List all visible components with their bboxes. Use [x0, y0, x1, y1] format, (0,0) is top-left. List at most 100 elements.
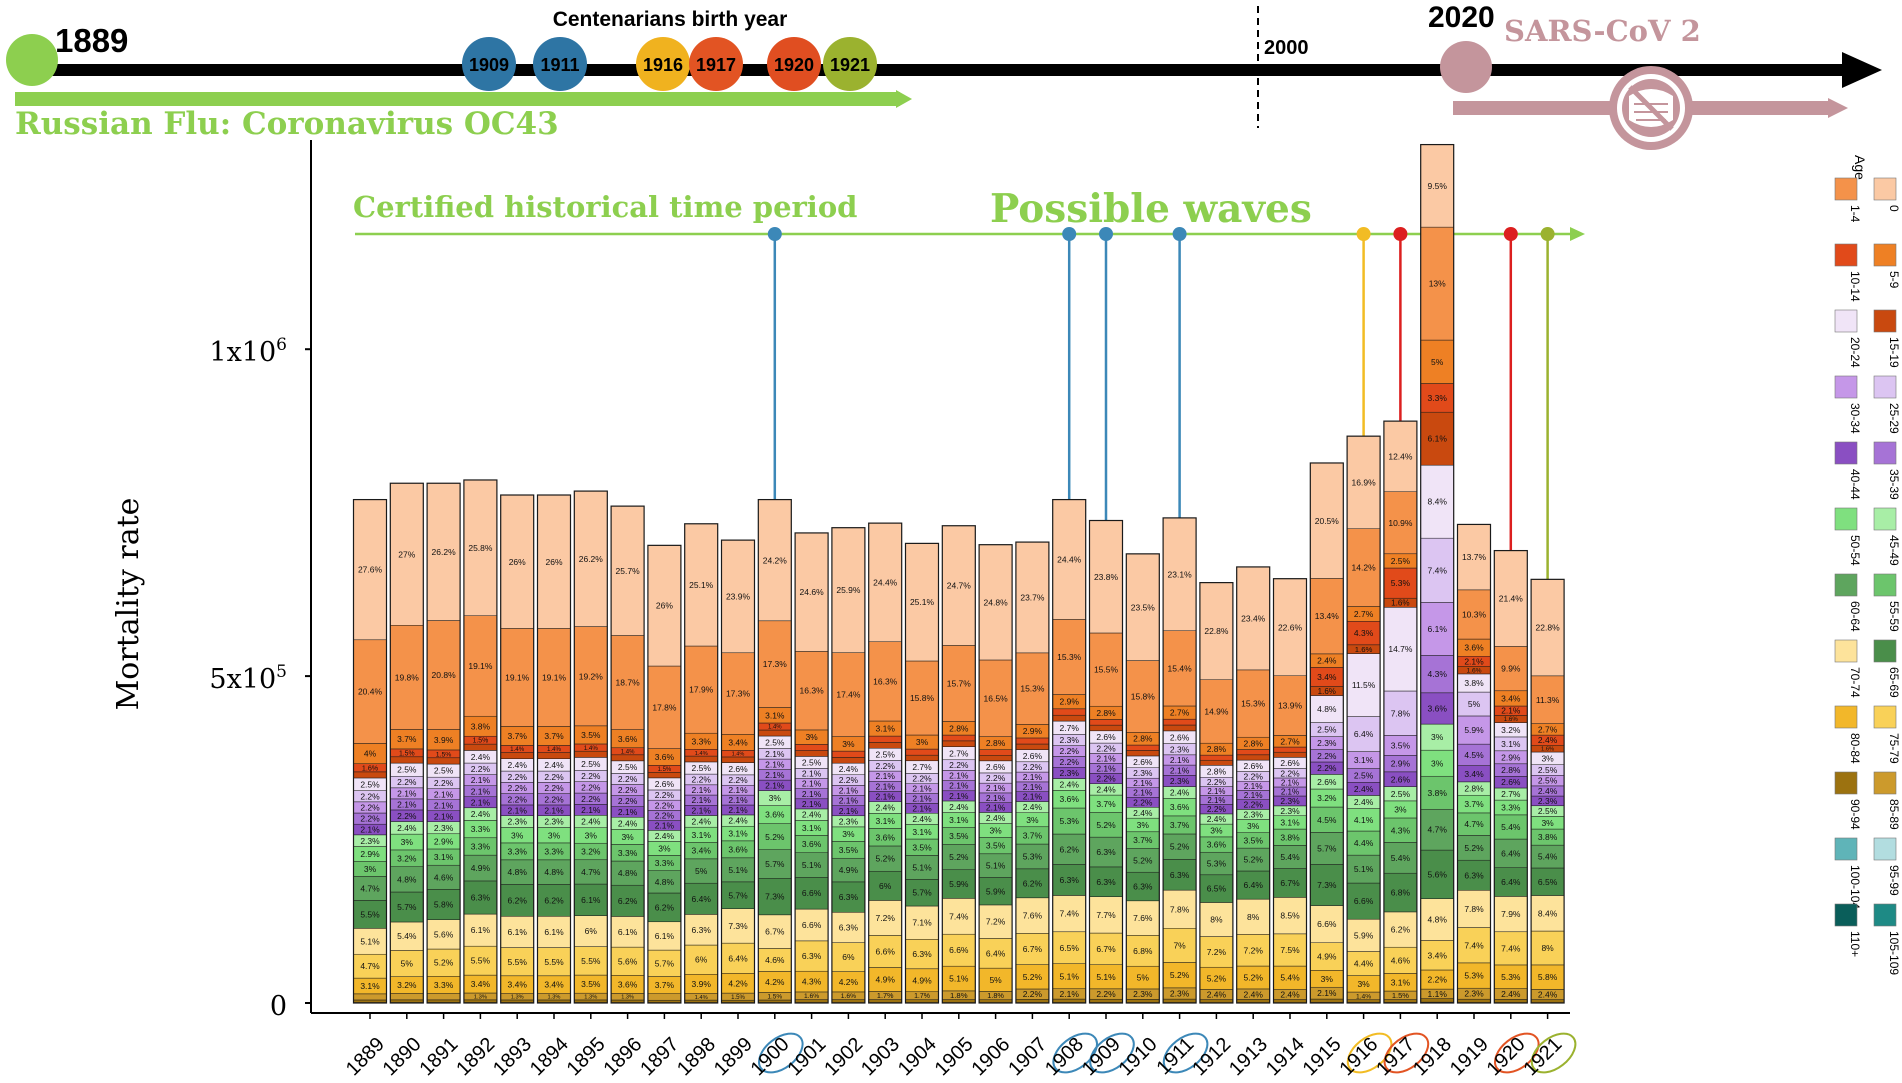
segment-label: 5.2% [1170, 970, 1190, 980]
segment-70-74-1901 [794, 908, 829, 942]
segment-label: 5.8% [1538, 972, 1558, 982]
segment-label: 2.5% [581, 759, 601, 769]
segment-label: 6.4% [986, 948, 1006, 958]
segment-65-69-1901 [794, 877, 829, 910]
x-tick-label: 1910 [1115, 1033, 1162, 1080]
legend-label: 95-99 [1887, 865, 1901, 896]
segment-label: 2.2% [471, 764, 491, 774]
x-tick-label: 1919 [1446, 1033, 1493, 1080]
segment-10-14-1904 [905, 748, 939, 756]
bar-outline [904, 542, 940, 1004]
segment-label: 5.5% [508, 957, 528, 967]
segment-label: 2.2% [1428, 975, 1448, 985]
segment-70-74-1897 [647, 921, 682, 951]
segment-label: 16.9% [1352, 478, 1377, 488]
x-tick-label: 1904 [894, 1033, 941, 1080]
segment-label: 2.5% [1391, 789, 1411, 799]
segment-label: 3.1% [765, 710, 785, 720]
segment-label: 6.2% [544, 895, 564, 905]
segment-80-84-1921 [1530, 964, 1565, 990]
segment-label: 2.5% [434, 766, 454, 776]
russian-flu-label: Russian Flu: Coronavirus OC43 [15, 106, 559, 142]
segment-15-19-1890 [390, 756, 424, 764]
segment-1-4-1918 [1420, 226, 1454, 341]
segment-label: 2.1% [912, 803, 932, 813]
segment-label: 5.2% [1244, 973, 1264, 983]
segment-label: 1.1% [1428, 989, 1448, 999]
segment-label: 2.1% [1133, 778, 1153, 788]
x-label-circle-1911 [1162, 1032, 1209, 1074]
segment-label: 1.4% [732, 752, 745, 758]
segment-label: 23.9% [726, 592, 751, 602]
x-label-circle-1920 [1494, 1032, 1540, 1074]
bar-1898: 1.4%3.9%6%6.3%6.4%5%3.4%3.1%2.4%2.1%2.1%… [684, 523, 719, 1004]
segment-label: 2.6% [1170, 732, 1190, 742]
segment-label: 4.4% [1354, 838, 1374, 848]
segment-70-74-1899 [721, 908, 755, 944]
segment-label: 22.8% [1204, 626, 1229, 636]
segment-1-4-1903 [868, 641, 902, 722]
segment-label: 1.4% [695, 751, 708, 757]
bar-1914: 2.4%5.4%7.5%8.5%6.7%5.4%3.8%3.1%2.3%2.3%… [1272, 578, 1308, 1004]
segment-90-94-1891 [426, 999, 461, 1003]
segment-75-79-1902 [831, 942, 866, 972]
segment-0-1917 [1383, 420, 1418, 492]
legend-swatch-90-94 [1834, 771, 1858, 795]
bar-1918: 1.1% 2.2% 3.4% 4.8% 5.6% 4.7% 3.8% 3% 3% 3.6% 4.3%… [1420, 143, 1455, 1004]
bar-outline [536, 494, 572, 1004]
segment-label: 2.1% [1281, 778, 1299, 787]
segment-label: 2.4% [1060, 780, 1080, 790]
segment-label: 1.5% [1392, 991, 1409, 1000]
segment-15-19-1903 [868, 742, 902, 749]
sars-dot [1440, 41, 1492, 93]
segment-10-14-1908 [1052, 708, 1086, 716]
timeline-start-year: 1889 [55, 22, 128, 59]
segment-75-79-1915 [1310, 942, 1344, 971]
segment-label: 26% [656, 601, 673, 611]
segment-label: 2.1% [1096, 754, 1116, 764]
segment-label: 3.6% [618, 979, 638, 989]
segment-label: 2.3% [1133, 989, 1153, 999]
segment-label: 2.2% [397, 811, 417, 821]
segment-label: 4.9% [839, 865, 859, 875]
segment-70-74-1908 [1052, 895, 1086, 933]
segment-label: 6.3% [1096, 847, 1116, 857]
segment-label: 1.4% [621, 749, 635, 755]
segment-label: 2.1% [397, 799, 417, 809]
segment-label: 2.4% [1538, 990, 1558, 1000]
bar-outline [1162, 517, 1197, 1004]
segment-10-14-1903 [868, 735, 902, 743]
segment-label: 1.5% [731, 995, 745, 1001]
segment-label: 17.4% [836, 690, 861, 700]
segment-75-79-1912 [1199, 936, 1234, 968]
bars: 3.1%4.7%5.1%5.5%4.7%3%2.9%2.3%2.1%2.2%2.… [352, 143, 1565, 1004]
segment-label: 5.1% [728, 865, 748, 875]
segment-label: 2.3% [1538, 796, 1558, 806]
segment-label: 2.1% [1281, 787, 1299, 796]
wave-pin-dot-1920 [1503, 227, 1518, 241]
segment-label: 2.2% [986, 773, 1006, 783]
segment-25-29-1917 [1383, 690, 1418, 736]
segment-label: 5.5% [471, 956, 491, 966]
segment-label: 2.1% [360, 825, 380, 835]
segment-label: 3% [989, 826, 1002, 836]
wave-pin-dot-1911 [1172, 227, 1187, 241]
segment-label: 8.4% [1538, 908, 1558, 918]
segment-label: 2.1% [1023, 782, 1043, 792]
segment-label: 5.9% [986, 886, 1006, 896]
segment-label: 2.5% [802, 757, 822, 767]
segment-label: 5.3% [1391, 578, 1411, 588]
segment-label: 2.1% [876, 771, 896, 781]
segment-80-84-1905 [942, 965, 976, 992]
segment-label: 2.2% [544, 783, 564, 793]
segment-label: 3.3% [1501, 803, 1521, 813]
segment-label: 3.4% [471, 979, 491, 989]
segment-label: 2.1% [839, 796, 859, 806]
segment-70-74-1905 [942, 898, 976, 935]
segment-60-64-1890 [390, 866, 424, 893]
segment-65-69-1913 [1236, 870, 1270, 900]
bar-1895: 1.3%3.5%5.5%6%6.1%4.7%3.2%3%2.4%2.1%2.2%… [573, 490, 608, 1004]
segment-label: 1.8% [987, 991, 1004, 1000]
segment-label: 4% [364, 749, 377, 759]
timeline-marker-label: 1916 [643, 55, 683, 75]
